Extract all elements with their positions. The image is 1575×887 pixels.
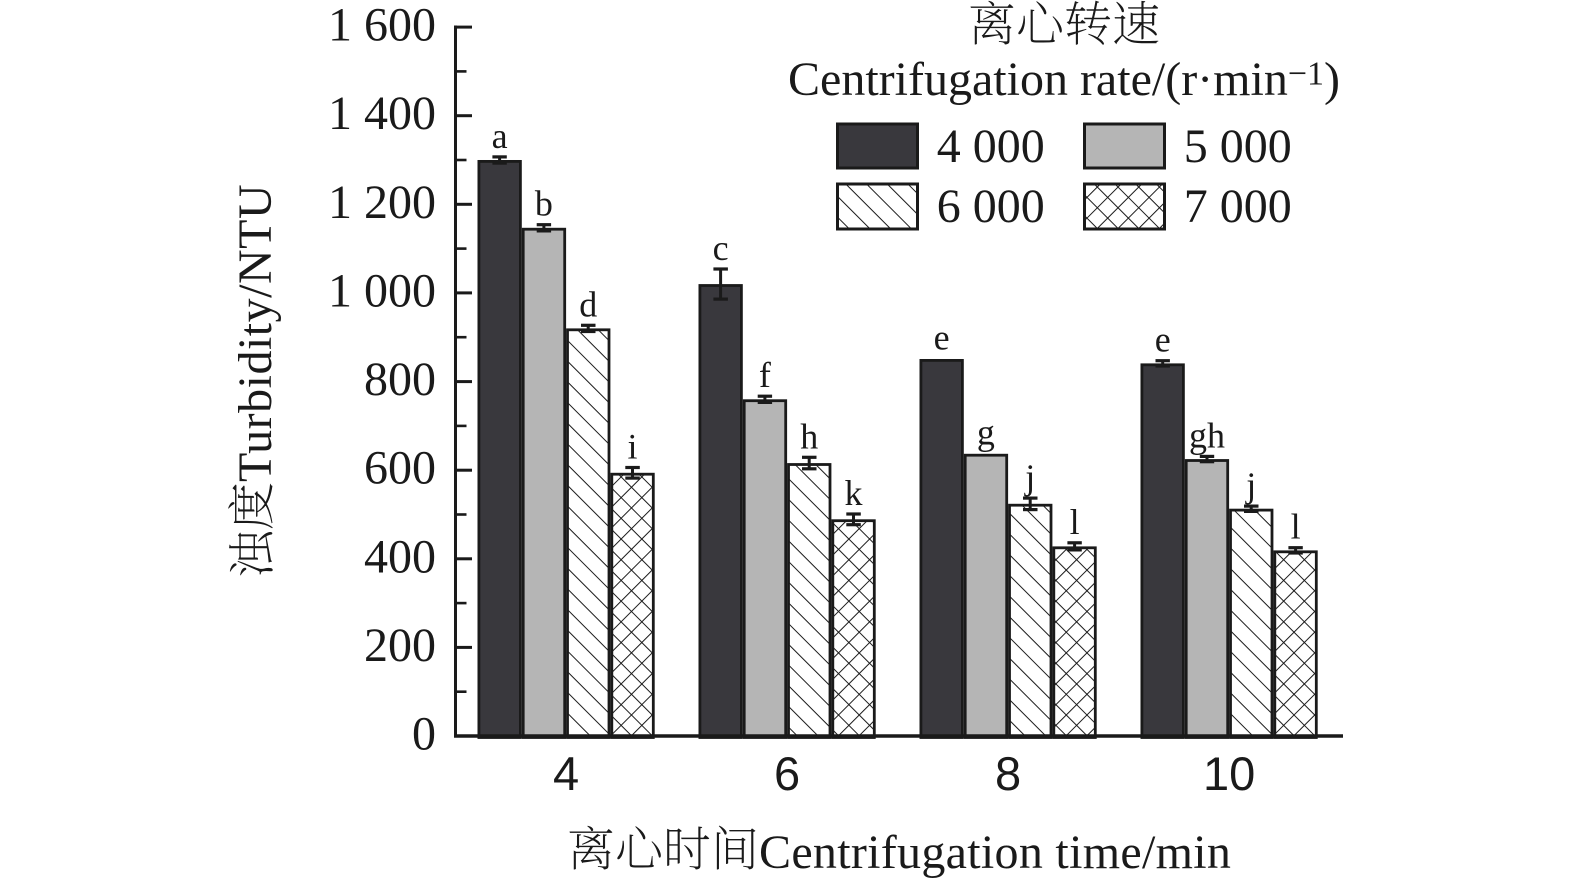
- svg-text:e: e: [1155, 320, 1171, 360]
- svg-text:b: b: [535, 184, 553, 224]
- svg-text:c: c: [713, 228, 729, 268]
- svg-text:6 000: 6 000: [937, 180, 1045, 233]
- svg-text:0: 0: [412, 708, 436, 761]
- svg-text:a: a: [492, 116, 508, 156]
- svg-text:Turbidity/NTU: Turbidity/NTU: [229, 184, 282, 482]
- svg-text:k: k: [845, 473, 863, 513]
- svg-text:400: 400: [364, 530, 436, 583]
- svg-text:1 400: 1 400: [328, 87, 436, 140]
- svg-text:7 000: 7 000: [1184, 180, 1292, 233]
- svg-text:1 000: 1 000: [328, 264, 436, 317]
- svg-text:h: h: [800, 416, 818, 456]
- svg-text:l: l: [1291, 507, 1301, 547]
- svg-text:800: 800: [364, 353, 436, 406]
- svg-text:l: l: [1070, 502, 1080, 542]
- svg-text:4 000: 4 000: [937, 120, 1045, 173]
- svg-text:gh: gh: [1189, 415, 1225, 455]
- svg-text:1 200: 1 200: [328, 176, 436, 229]
- svg-text:Centrifugation time/min: Centrifugation time/min: [759, 826, 1231, 879]
- svg-text:Centrifugation rate/(r·min−1): Centrifugation rate/(r·min−1): [788, 53, 1340, 106]
- svg-text:6: 6: [774, 747, 800, 800]
- svg-text:1 600: 1 600: [328, 0, 436, 52]
- svg-text:4: 4: [553, 747, 579, 800]
- svg-text:600: 600: [364, 442, 436, 495]
- svg-text:j: j: [1023, 457, 1035, 497]
- svg-text:5 000: 5 000: [1184, 120, 1292, 173]
- svg-text:d: d: [579, 284, 597, 324]
- svg-text:f: f: [759, 355, 771, 395]
- svg-text:g: g: [977, 412, 995, 452]
- svg-text:10: 10: [1203, 747, 1255, 800]
- svg-text:e: e: [934, 318, 950, 358]
- svg-text:j: j: [1244, 465, 1256, 505]
- svg-text:i: i: [627, 427, 637, 467]
- svg-text:8: 8: [995, 747, 1021, 800]
- svg-text:200: 200: [364, 619, 436, 672]
